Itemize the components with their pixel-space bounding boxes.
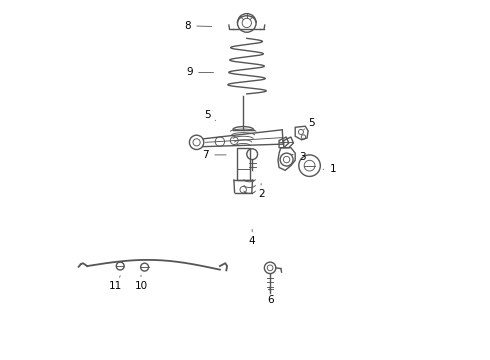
Text: 3: 3 (299, 152, 306, 162)
Text: 7: 7 (202, 150, 209, 160)
Text: 1: 1 (330, 164, 336, 174)
Text: 8: 8 (184, 21, 191, 31)
Text: 10: 10 (134, 281, 147, 291)
Text: 6: 6 (267, 295, 273, 305)
Text: 5: 5 (308, 118, 315, 128)
Text: 2: 2 (258, 189, 265, 199)
Text: 11: 11 (109, 281, 122, 291)
Text: 9: 9 (186, 67, 193, 77)
Text: 5: 5 (204, 111, 211, 121)
Text: 4: 4 (249, 236, 255, 246)
